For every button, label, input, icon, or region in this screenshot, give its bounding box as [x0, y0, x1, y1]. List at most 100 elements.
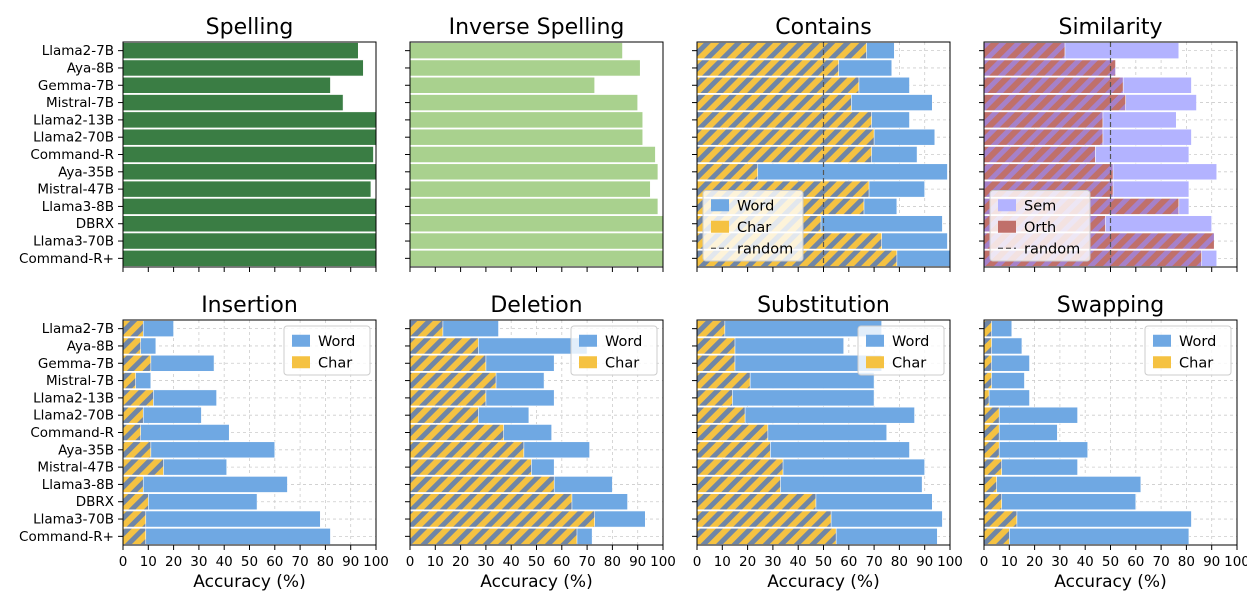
panel-title: Inverse Spelling [449, 15, 625, 40]
panel-inverse-spelling: Inverse Spelling [405, 15, 664, 272]
y-tick-label: Aya-8B [67, 60, 114, 76]
panel-swapping: Swapping 0 10 20 30 40 50 60 70 80 90 100 Accuracy (… [979, 293, 1247, 592]
bars [122, 320, 331, 545]
x-tick-label: 50 [815, 554, 832, 570]
y-tick-label: Mistral-7B [46, 373, 114, 389]
bar-char-gemma-7b [983, 354, 992, 372]
y-axis [692, 50, 697, 259]
bar-char-llama2-70b [696, 406, 746, 424]
bar-char-llama3-70b [409, 510, 595, 528]
bar-aya-35b [122, 163, 377, 181]
legend-swatch-word [866, 334, 884, 347]
bar-char-command-r [696, 527, 837, 545]
x-tick-label: 60 [840, 554, 857, 570]
x-tick-label: 100 [937, 554, 963, 570]
bar-orth-aya-8b [983, 59, 1116, 77]
legend-label-word: Word [1179, 334, 1216, 350]
y-tick-label: Llama2-70B [33, 408, 114, 424]
bar-llama2-13b [409, 111, 644, 129]
y-tick-label: DBRX [76, 216, 114, 232]
bar-char-command-r [409, 527, 578, 545]
y-axis: Llama2-7BAya-8BGemma-7BMistral-7BLlama2-… [19, 43, 123, 267]
bar-char-llama2-13b [122, 389, 154, 407]
bar-command-r [409, 249, 664, 267]
bar-char-llama3-8b [696, 476, 781, 493]
bar-llama3-8b [122, 198, 377, 215]
bar-word-command-r [122, 527, 331, 545]
x-tick-label: 90 [916, 554, 933, 570]
panel-title: Spelling [206, 15, 294, 40]
bar-dbrx [409, 215, 664, 233]
x-axis: 0 10 20 30 40 50 60 70 80 90 100 [406, 545, 676, 570]
bar-orth-aya-35b [983, 163, 1114, 181]
panel-title: Insertion [201, 293, 298, 318]
bar-aya-8b [122, 59, 364, 77]
x-tick-label: 40 [503, 554, 520, 570]
bar-char-aya-8b [983, 337, 992, 355]
x-tick-label: 80 [1178, 554, 1195, 570]
bar-char-command-r [122, 424, 142, 441]
bar-llama2-70b [409, 128, 644, 146]
x-axis-label: Accuracy (%) [767, 572, 879, 592]
y-tick-label: Llama3-70B [33, 234, 114, 250]
legend-swatch-word [292, 334, 310, 347]
bar-char-mistral-7b [409, 372, 497, 389]
panel-contains: Contains Word Char random [692, 15, 951, 272]
panel-deletion: Deletion 0 10 20 30 40 50 60 70 80 90 100 Accuracy (… [405, 293, 676, 592]
x-tick-label: 70 [292, 554, 309, 570]
legend-swatch-word [711, 199, 729, 212]
x-tick-label: 20 [739, 554, 756, 570]
x-tick-label: 60 [1127, 554, 1144, 570]
legend-label-char: Char [1179, 355, 1213, 371]
x-tick-label: 0 [693, 554, 702, 570]
bar-word-llama3-8b [122, 476, 288, 493]
bar-char-aya-35b [409, 441, 525, 459]
legend-label-word: Word [318, 334, 355, 350]
legend-label-random: random [1024, 241, 1080, 257]
bar-char-dbrx [696, 493, 817, 511]
y-tick-label: Aya-35B [58, 164, 114, 180]
bar-word-llama2-13b [983, 389, 1030, 407]
bar-word-command-r [983, 527, 1190, 545]
bar-char-mistral-7b [122, 372, 136, 389]
bar-char-mistral-47b [983, 458, 1003, 476]
bar-char-llama2-70b [696, 128, 875, 146]
x-tick-label: 90 [342, 554, 359, 570]
bar-char-gemma-7b [696, 76, 860, 94]
x-tick-label: 10 [427, 554, 444, 570]
legend-label-sem: Sem [1024, 198, 1056, 214]
x-tick-label: 10 [714, 554, 731, 570]
x-tick-label: 10 [140, 554, 157, 570]
bars [696, 320, 943, 545]
x-tick-label: 30 [190, 554, 207, 570]
bar-orth-llama2-13b [983, 111, 1104, 129]
bar-command-r [122, 146, 374, 163]
legend-swatch-char [1153, 356, 1171, 369]
y-tick-label: Llama2-7B [42, 321, 114, 337]
y-tick-label: Llama3-70B [33, 512, 114, 528]
x-tick-label: 100 [1224, 554, 1247, 570]
bar-char-aya-35b [696, 163, 759, 181]
legend: Word Char [857, 325, 945, 376]
bar-char-command-r [983, 424, 1000, 441]
x-tick-label: 100 [650, 554, 676, 570]
bar-char-dbrx [409, 493, 573, 511]
y-axis [979, 328, 984, 537]
y-tick-label: Llama3-8B [42, 199, 114, 215]
legend-swatch-char [866, 356, 884, 369]
bar-char-aya-8b [696, 337, 736, 355]
x-tick-label: 10 [1001, 554, 1018, 570]
bar-char-llama2-7b [983, 320, 992, 338]
legend-label-word: Word [892, 334, 929, 350]
bar-char-llama2-7b [696, 42, 867, 60]
legend-label-char: Char [605, 355, 639, 371]
bars [409, 320, 646, 545]
y-tick-label: Aya-8B [67, 338, 114, 354]
legend-swatch-sem [998, 199, 1016, 212]
x-tick-label: 30 [477, 554, 494, 570]
panel-title: Contains [775, 15, 871, 40]
x-tick-label: 30 [764, 554, 781, 570]
bars [983, 320, 1192, 545]
legend: Word Char [283, 325, 371, 376]
bar-aya-8b [409, 59, 641, 77]
